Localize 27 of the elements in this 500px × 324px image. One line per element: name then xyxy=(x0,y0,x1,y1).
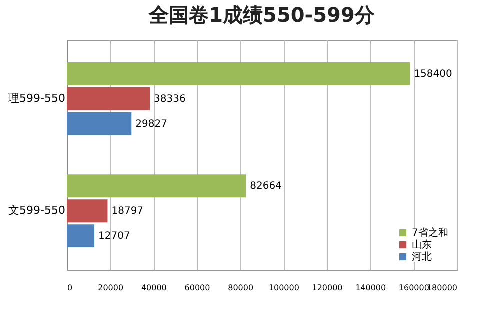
legend-label: 山东 xyxy=(412,239,432,251)
legend-label: 7省之和 xyxy=(412,227,448,239)
x-tick-label: 20000 xyxy=(98,284,124,292)
x-tick-label: 140000 xyxy=(356,284,386,292)
data-label: 29827 xyxy=(136,118,168,130)
y-tick-label: 理599-550 xyxy=(8,92,66,105)
data-label: 38336 xyxy=(154,94,186,105)
x-tick-label: 60000 xyxy=(184,284,210,292)
legend-label: 河北 xyxy=(412,251,432,263)
y-tick-label: 文599-550 xyxy=(8,204,66,218)
bar xyxy=(67,200,108,223)
bar xyxy=(67,62,410,86)
data-label: 82664 xyxy=(250,181,282,192)
x-tick-label: 40000 xyxy=(141,284,167,292)
data-label: 158400 xyxy=(414,68,452,80)
x-tick-label: 120000 xyxy=(312,284,343,292)
x-tick-label: 80000 xyxy=(228,284,254,292)
chart-title: 全国卷1成绩550-599分 xyxy=(148,3,376,27)
data-label: 12707 xyxy=(98,231,130,242)
bar xyxy=(67,87,150,110)
bar xyxy=(67,112,132,136)
x-tick-label: 100000 xyxy=(268,284,300,292)
bar xyxy=(67,224,95,248)
bar xyxy=(67,174,246,198)
data-label: 18797 xyxy=(112,206,144,218)
x-tick-label: 160000 xyxy=(398,284,430,292)
x-tick-label: 0 xyxy=(68,284,73,292)
